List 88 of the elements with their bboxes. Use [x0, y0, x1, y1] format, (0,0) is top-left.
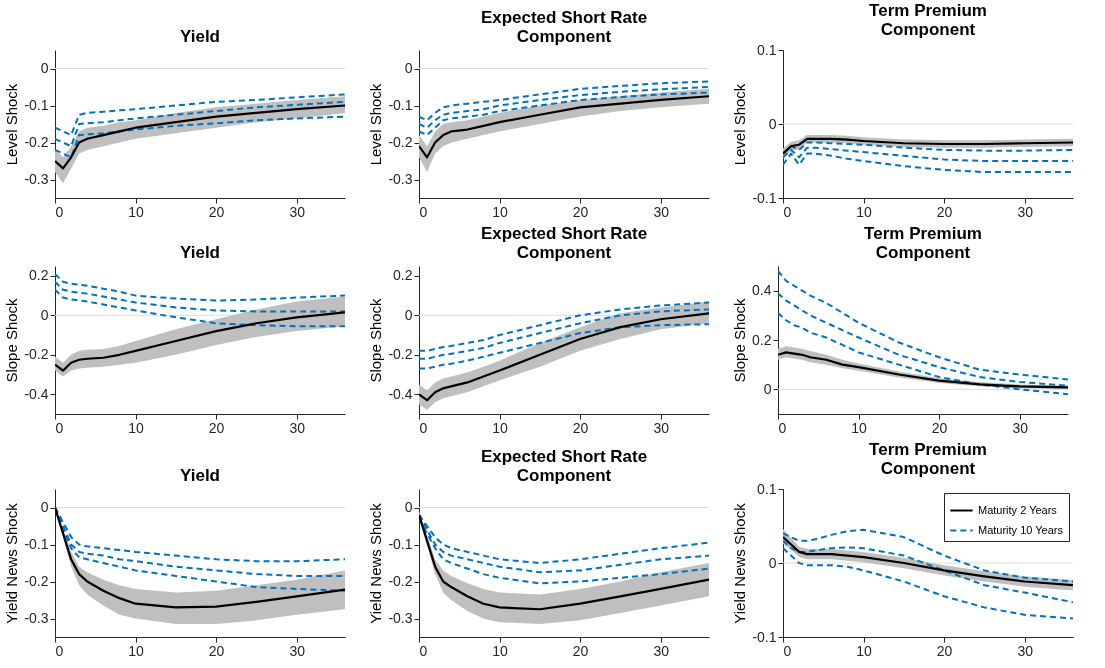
chart-title: Term Premium Component — [869, 440, 987, 478]
x-tick-label: 30 — [1017, 203, 1034, 220]
chart-title: Expected Short Rate Component — [480, 8, 648, 46]
y-axis-title: Level Shock — [731, 83, 749, 166]
x-tick-label: 10 — [128, 642, 145, 659]
x-tick-label: 30 — [653, 203, 670, 220]
chart-title: Expected Short Rate Component — [480, 447, 648, 485]
y-tick-label: 0.1 — [757, 41, 777, 58]
x-tick-label: 20 — [572, 203, 589, 220]
y-tick-label: -0.1 — [388, 536, 413, 552]
x-tick-label: 0 — [783, 642, 792, 659]
y-tick-label: 0.2 — [29, 267, 49, 284]
x-tick-label: 20 — [208, 203, 225, 220]
legend-label: Maturity 2 Years — [978, 503, 1058, 516]
x-tick-label: 0 — [55, 642, 64, 659]
y-tick-label: -0.2 — [24, 134, 49, 150]
y-tick-label: 0 — [768, 554, 777, 571]
x-tick-label: 0 — [419, 419, 428, 436]
x-tick-label: 10 — [851, 419, 868, 436]
x-tick-label: 10 — [856, 203, 873, 220]
y-tick-label: -0.3 — [24, 610, 49, 626]
y-axis-title: Yield News Shock — [3, 502, 21, 624]
y-tick-label: 0 — [763, 380, 772, 397]
x-tick-label: 30 — [289, 642, 306, 659]
y-tick-label: -0.1 — [752, 189, 777, 206]
x-tick-label: 30 — [289, 203, 306, 220]
x-tick-label: 10 — [492, 419, 509, 436]
y-tick-label: -0.3 — [388, 171, 413, 187]
x-tick-label: 30 — [1012, 419, 1029, 436]
chart-title: Yield — [180, 243, 220, 262]
y-tick-label: -0.1 — [24, 97, 49, 113]
y-tick-label: -0.1 — [752, 628, 777, 645]
chart-title: Yield — [180, 27, 220, 46]
y-tick-label: -0.3 — [388, 610, 413, 626]
y-tick-label: -0.2 — [388, 134, 413, 150]
y-tick-label: 0 — [40, 306, 49, 323]
chart-title: Term Premium Component — [869, 1, 987, 39]
x-tick-label: 20 — [936, 642, 953, 659]
x-tick-label: 20 — [208, 642, 225, 659]
x-tick-label: 10 — [856, 642, 873, 659]
y-tick-label: 0 — [404, 306, 413, 323]
x-tick-label: 10 — [128, 419, 145, 436]
x-tick-label: 0 — [55, 419, 64, 436]
y-axis-title: Yield News Shock — [367, 502, 385, 624]
y-tick-label: 0.4 — [752, 282, 772, 299]
y-tick-label: 0.2 — [393, 267, 413, 284]
y-tick-label: -0.2 — [388, 346, 413, 363]
x-tick-label: 30 — [289, 419, 306, 436]
y-tick-label: -0.2 — [24, 573, 49, 589]
y-axis-title: Level Shock — [367, 83, 385, 166]
y-tick-label: 0 — [768, 115, 777, 132]
x-tick-label: 20 — [572, 642, 589, 659]
x-tick-label: 20 — [931, 419, 948, 436]
x-tick-label: 10 — [128, 203, 145, 220]
x-tick-label: 20 — [936, 203, 953, 220]
y-axis-title: Slope Shock — [3, 297, 21, 383]
x-tick-label: 20 — [208, 419, 225, 436]
y-tick-label: -0.1 — [388, 97, 413, 113]
y-axis-title: Yield News Shock — [731, 502, 749, 624]
chart-title: Expected Short Rate Component — [480, 224, 648, 262]
x-tick-label: 0 — [419, 203, 428, 220]
x-tick-label: 30 — [653, 419, 670, 436]
x-tick-label: 0 — [419, 642, 428, 659]
x-tick-label: 10 — [492, 203, 509, 220]
y-tick-label: -0.4 — [388, 385, 413, 402]
y-axis-title: Level Shock — [3, 83, 21, 166]
y-axis-title: Slope Shock — [367, 297, 385, 383]
y-tick-label: 0 — [404, 499, 413, 515]
legend-label: Maturity 10 Years — [978, 523, 1064, 536]
x-tick-label: 0 — [55, 203, 64, 220]
y-tick-label: 0.1 — [757, 480, 777, 497]
chart-title: Term Premium Component — [864, 224, 982, 262]
y-tick-label: 0.2 — [752, 331, 772, 348]
y-tick-label: 0 — [40, 60, 49, 76]
y-tick-label: -0.2 — [24, 346, 49, 363]
x-tick-label: 20 — [572, 419, 589, 436]
x-tick-label: 0 — [783, 203, 792, 220]
y-tick-label: 0 — [40, 499, 49, 515]
x-tick-label: 30 — [1017, 642, 1034, 659]
y-tick-label: -0.2 — [388, 573, 413, 589]
y-axis-title: Slope Shock — [731, 297, 749, 383]
chart-title: Yield — [180, 466, 220, 485]
y-tick-label: -0.3 — [24, 171, 49, 187]
y-tick-label: 0 — [404, 60, 413, 76]
y-tick-label: -0.4 — [24, 385, 49, 402]
x-tick-label: 10 — [492, 642, 509, 659]
x-tick-label: 30 — [653, 642, 670, 659]
y-tick-label: -0.1 — [24, 536, 49, 552]
